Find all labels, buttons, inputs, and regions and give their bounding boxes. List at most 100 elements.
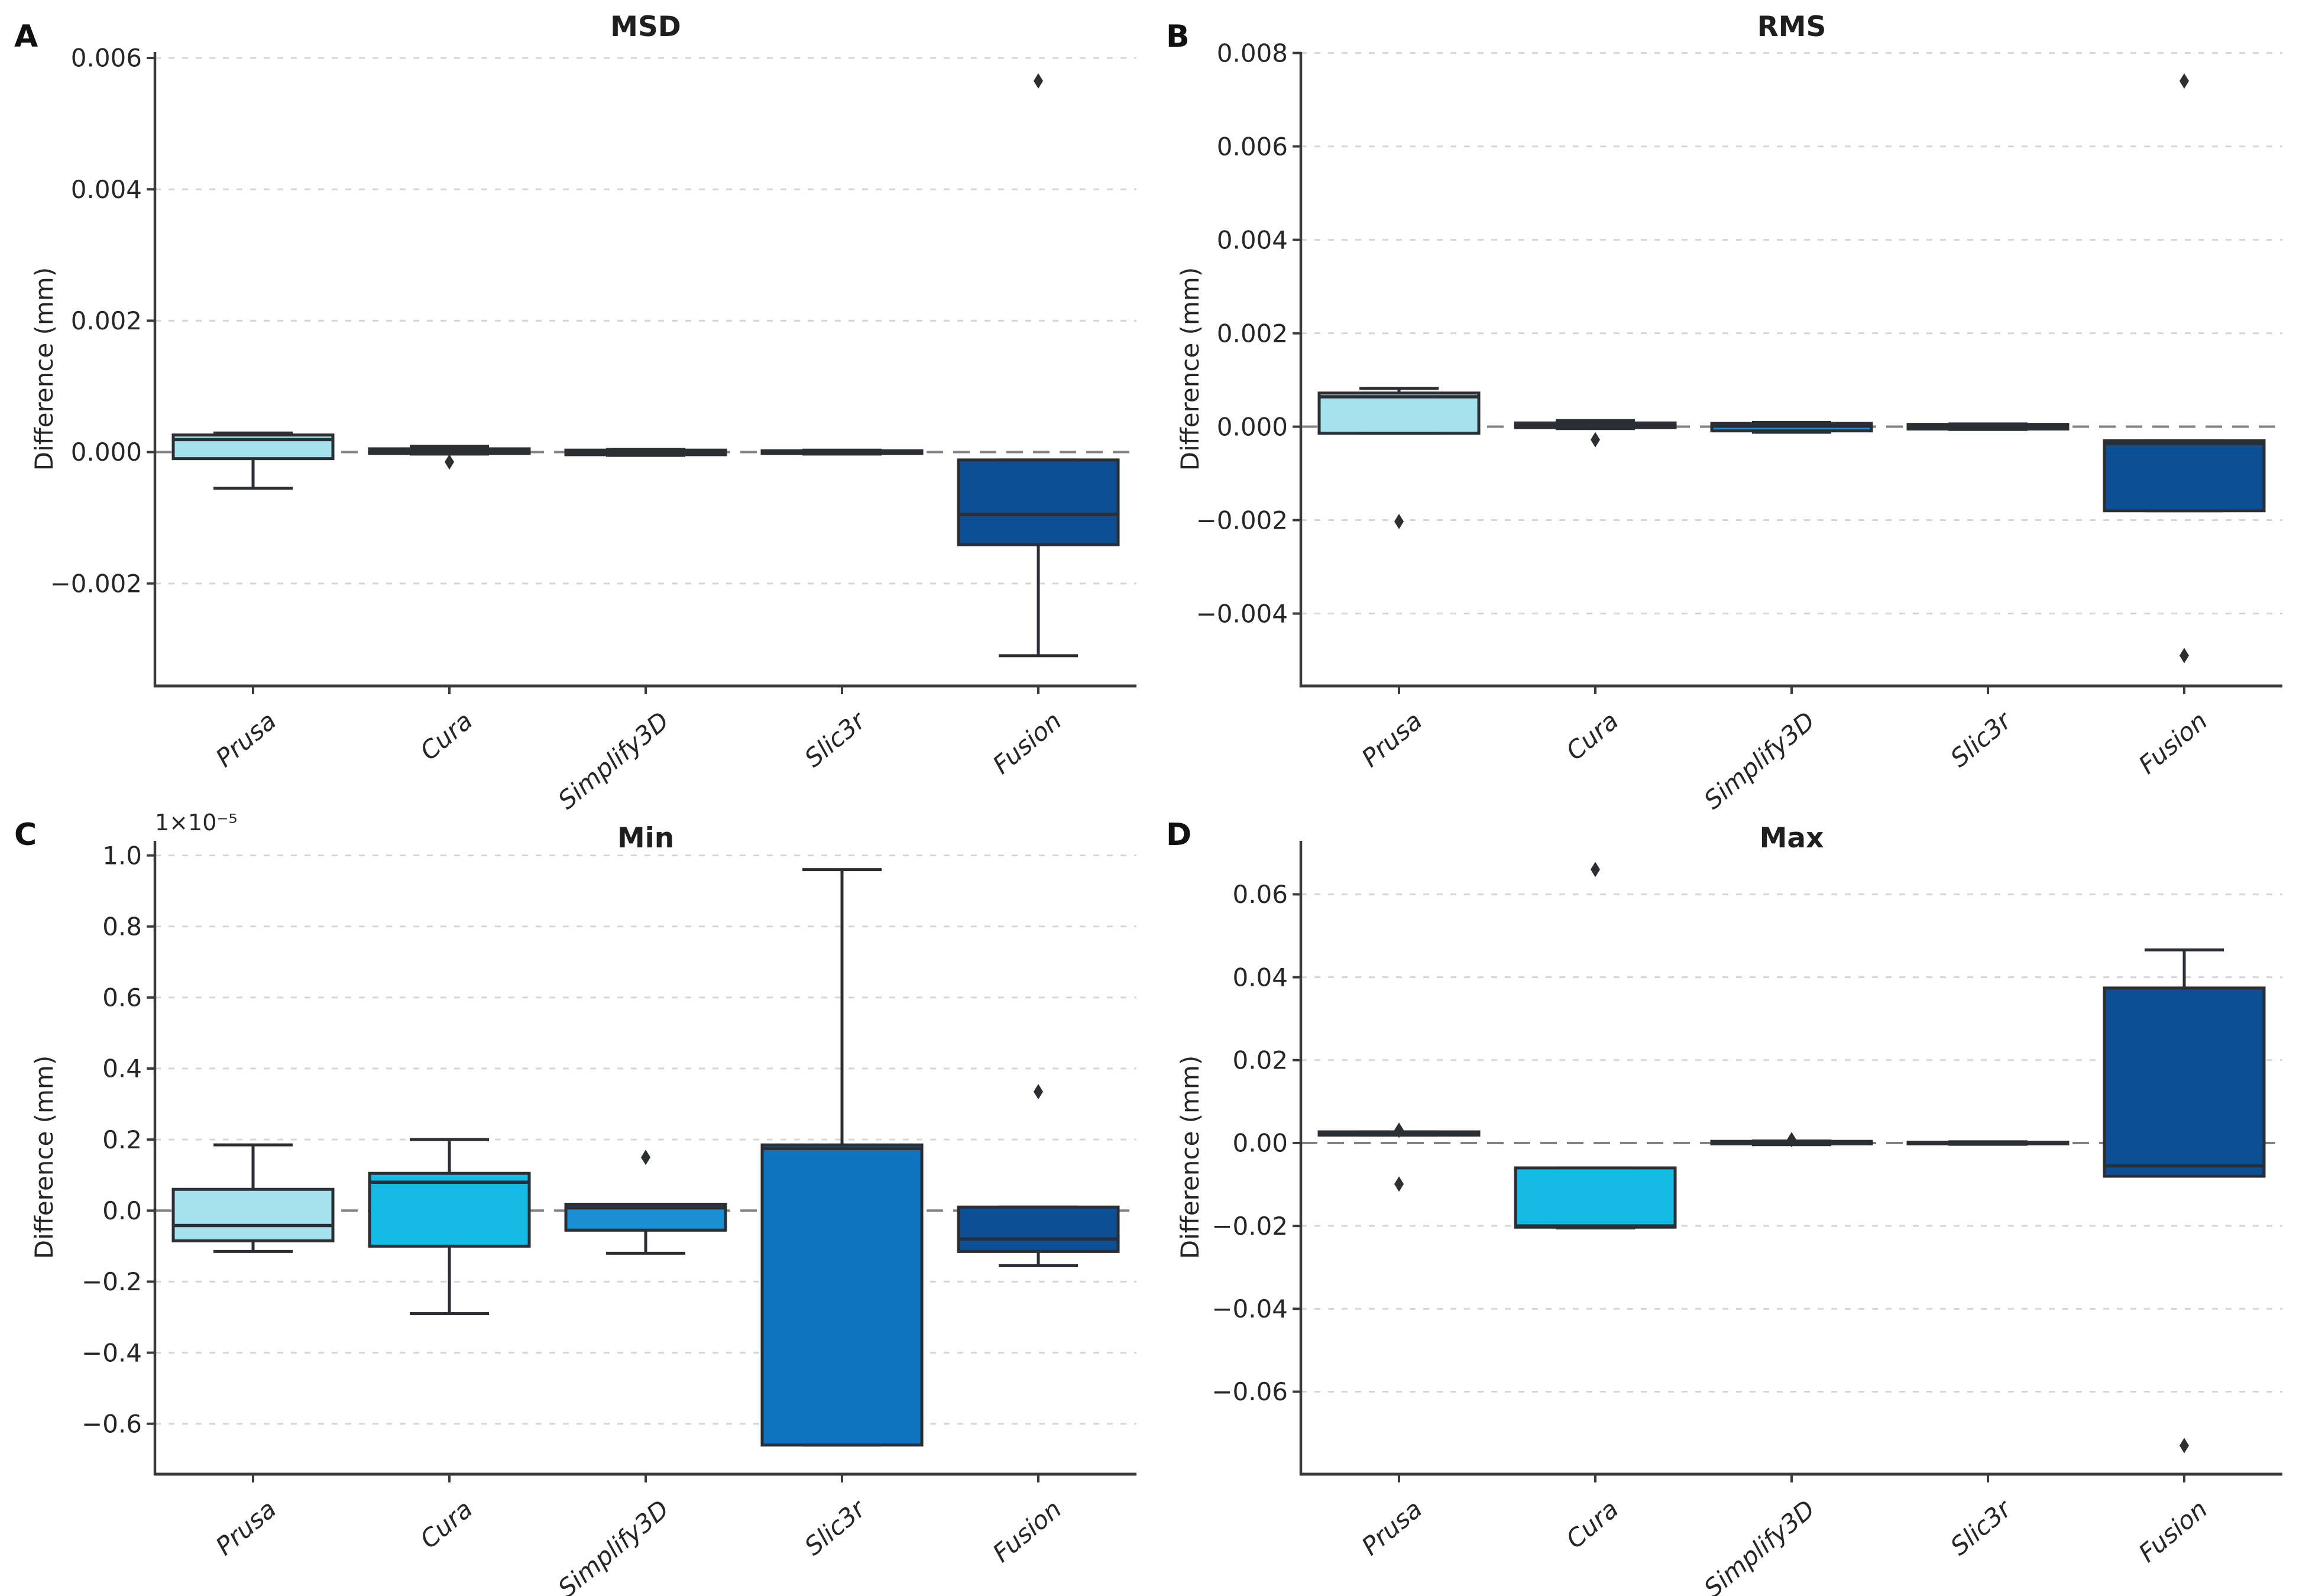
box-fusion [957, 1205, 1120, 1253]
outlier-diamond [1591, 432, 1600, 448]
x-tick-label-prusa: Prusa [1356, 706, 1427, 773]
panel-D: 0.06 0.04 0.02 0.00 −0.02 −0.04 −0.06 Prusa Cura… [1212, 841, 2282, 1596]
box-group-B-prusa [1317, 387, 1481, 529]
outlier-diamond [1034, 73, 1043, 89]
box-slic3r [760, 1143, 924, 1447]
x-tick-label-cura: Cura [414, 706, 478, 766]
box-group-A-simplify3d [564, 448, 727, 457]
y-tick-label: −0.2 [82, 1267, 142, 1296]
box-group-B-simplify3d [1710, 420, 1873, 434]
box-group-D-simplify3d [1710, 1132, 1873, 1148]
y-axis-label-d: Difference (mm) [1175, 1055, 1204, 1260]
box-group-D-slic3r [1906, 1140, 2070, 1146]
y-axis-label-c: Difference (mm) [30, 1055, 59, 1260]
y-tick-label: 0.000 [71, 438, 142, 467]
x-tick-label-cura: Cura [414, 1494, 478, 1554]
box-group-A-fusion [957, 73, 1120, 658]
outlier-diamond [2180, 648, 2189, 663]
box-prusa [171, 1187, 335, 1242]
outlier-diamond [1394, 513, 1404, 529]
box-group-C-simplify3d [564, 1150, 727, 1255]
y-tick-label: 0.004 [1217, 225, 1288, 254]
box-group-C-slic3r [760, 868, 924, 1447]
y-tick-label: 0.000 [1217, 412, 1288, 441]
y-tick-label: −0.002 [1196, 506, 1288, 535]
outlier-diamond [445, 454, 454, 470]
panel-B: 0.008 0.006 0.004 0.002 0.000 −0.002 −0.004 Pru… [1196, 38, 2282, 815]
x-tick-label-simplify3d: Simplify3D [552, 706, 674, 815]
y-tick-label: −0.6 [82, 1409, 142, 1438]
y-tick-label: 0.002 [1217, 319, 1288, 348]
y-tick-label: −0.004 [1196, 599, 1288, 628]
panel-letter-b: B [1166, 19, 1190, 54]
x-tick-label-simplify3d: Simplify3D [1698, 706, 1820, 815]
y-tick-label: −0.06 [1212, 1377, 1288, 1406]
y-tick-label: 0.04 [1232, 963, 1288, 992]
box-group-B-slic3r [1906, 422, 2070, 431]
x-tick-label-cura: Cura [1560, 1494, 1624, 1554]
y-tick-label: −0.002 [50, 569, 142, 598]
box-fusion [2103, 439, 2266, 513]
y-tick-label: 0.8 [102, 912, 142, 941]
box-cura [368, 1171, 531, 1248]
y-tick-label: 0.00 [1232, 1129, 1288, 1158]
outlier-diamond [1034, 1084, 1043, 1100]
panel-letter-d: D [1166, 817, 1192, 853]
box-group-C-cura [368, 1138, 531, 1315]
y-tick-label: −0.02 [1212, 1212, 1288, 1241]
y-axis-label-b: Difference (mm) [1175, 267, 1204, 471]
y-tick-label: 0.06 [1232, 880, 1288, 909]
y-axis-label-a: Difference (mm) [30, 267, 59, 471]
box-prusa [1317, 391, 1481, 435]
box-fusion [957, 458, 1120, 546]
box-group-C-fusion [957, 1084, 1120, 1267]
outlier-diamond [1787, 1132, 1796, 1148]
y-tick-label: 1.0 [102, 841, 142, 870]
axis-offset-text: 1×10⁻⁵ [155, 810, 238, 836]
x-tick-label-slic3r: Slic3r [799, 705, 872, 773]
box-group-A-prusa [171, 431, 335, 490]
panel-C: 1.0 0.8 0.6 0.4 0.2 0.0 −0.2 −0.4 −0.6 Prusa Cura S… [82, 841, 1136, 1596]
y-tick-label: 0.006 [71, 44, 142, 73]
y-tick-label: −0.4 [82, 1338, 142, 1367]
box-group-B-fusion [2103, 73, 2266, 663]
box-group-A-cura [368, 445, 531, 470]
x-tick-label-fusion: Fusion [987, 1494, 1067, 1568]
box-group-C-prusa [171, 1143, 335, 1253]
y-tick-label: 0.004 [71, 175, 142, 204]
y-tick-label: 0.006 [1217, 132, 1288, 161]
y-tick-label: 0.02 [1232, 1045, 1288, 1074]
outlier-diamond [1394, 1176, 1404, 1192]
box-group-D-fusion [2103, 948, 2266, 1453]
y-tick-label: 0.0 [102, 1196, 142, 1225]
x-tick-label-fusion: Fusion [987, 706, 1067, 779]
x-tick-label-slic3r: Slic3r [799, 1493, 872, 1561]
panel-A: 0.006 0.004 0.002 0.000 −0.002 Prusa Cura Simpl… [50, 44, 1136, 815]
x-tick-label-cura: Cura [1560, 706, 1624, 766]
x-tick-label-slic3r: Slic3r [1945, 1493, 2017, 1561]
outlier-diamond [1591, 862, 1600, 878]
box-group-D-cura [1514, 862, 1677, 1230]
x-tick-label-simplify3d: Simplify3D [1698, 1494, 1820, 1596]
box-fusion [2103, 986, 2266, 1178]
outlier-diamond [2180, 73, 2189, 89]
box-cura [1514, 1166, 1677, 1229]
x-tick-label-simplify3d: Simplify3D [552, 1494, 674, 1596]
panel-title-rms: RMS [1757, 11, 1827, 43]
y-tick-label: 0.002 [71, 306, 142, 335]
y-tick-label: 0.008 [1217, 38, 1288, 67]
outlier-diamond [2180, 1438, 2189, 1453]
y-tick-label: 0.2 [102, 1125, 142, 1154]
outlier-diamond [641, 1150, 650, 1166]
y-tick-label: −0.04 [1212, 1294, 1288, 1323]
panel-title-min: Min [617, 822, 675, 854]
box-group-B-cura [1514, 419, 1677, 448]
box-group-A-slic3r [760, 448, 924, 456]
y-tick-label: 0.6 [102, 983, 142, 1012]
x-tick-label-slic3r: Slic3r [1945, 705, 2017, 773]
y-tick-label: 0.4 [102, 1054, 142, 1083]
outlier-diamond [1394, 1122, 1404, 1138]
panel-title-max: Max [1759, 822, 1824, 854]
